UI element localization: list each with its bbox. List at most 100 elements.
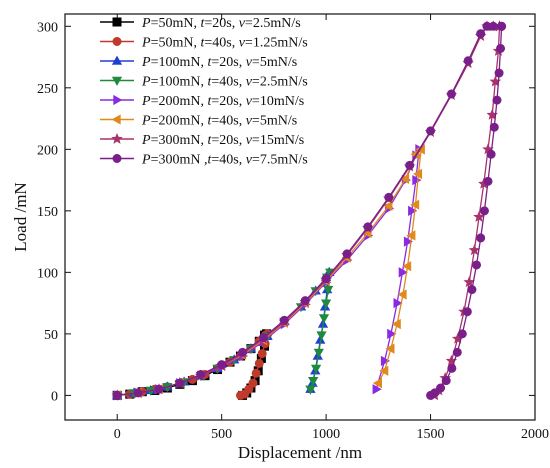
data-point: [479, 206, 489, 216]
data-point: [321, 274, 331, 284]
legend-label-part: =20s,: [211, 94, 245, 109]
loading-curve: [117, 333, 268, 397]
data-point: [472, 260, 482, 270]
legend-label-part: t: [207, 114, 212, 129]
data-point: [307, 376, 319, 387]
legend-item: P=300mN, t=20s, v=15mN/s: [100, 133, 304, 148]
unloading-curve: [434, 26, 501, 396]
legend-marker: [111, 114, 121, 125]
data-point: [402, 261, 412, 272]
data-point: [175, 378, 185, 388]
loading-curve: [117, 272, 331, 397]
legend-label-part: =40s,: [211, 114, 245, 129]
legend-label-part: P: [141, 153, 151, 168]
data-point: [342, 249, 352, 259]
legend: P=50mN, t=20s, v=2.5mN/sP=50mN, t=40s, v…: [100, 16, 308, 168]
legend-item: P=100mN, t=20s, v=5mN/s: [100, 55, 297, 70]
x-tick-label: 0: [114, 427, 121, 442]
legend-label: P=100mN, t=40s, v=2.5mN/s: [141, 75, 308, 90]
legend-label-part: =50mN,: [151, 16, 201, 31]
data-point: [258, 333, 268, 343]
legend-label-part: v: [246, 75, 253, 90]
legend-marker: [112, 36, 122, 46]
data-point: [447, 363, 457, 373]
y-tick-label: 150: [37, 205, 58, 220]
legend-marker: [111, 133, 123, 144]
legend-label-part: =1.25mN/s: [245, 36, 308, 51]
series-6: [111, 144, 425, 401]
legend-item: P=50mN, t=40s, v=1.25mN/s: [100, 36, 308, 51]
data-point: [154, 384, 164, 394]
data-point: [400, 173, 410, 185]
data-point: [133, 388, 143, 398]
data-point: [486, 149, 496, 159]
legend-item: P=50mN, t=20s, v=2.5mN/s: [100, 16, 301, 31]
data-point: [410, 199, 420, 210]
legend-label-part: =10mN/s: [252, 94, 304, 109]
legend-label-part: v: [246, 55, 253, 70]
x-tick-label: 1000: [312, 427, 340, 442]
legend-label-part: v: [246, 114, 253, 129]
legend-label-part: t: [200, 36, 205, 51]
y-tick-label: 50: [44, 328, 58, 343]
legend-label: P=300mN ,t=40s, v=7.5mN/s: [141, 153, 308, 168]
legend-label-part: v: [239, 36, 246, 51]
data-point: [257, 349, 267, 359]
legend-label-part: P: [141, 75, 151, 90]
data-point: [112, 390, 122, 400]
series-layer: [111, 20, 507, 401]
y-tick-label: 300: [37, 20, 58, 35]
legend-label-part: t: [207, 153, 212, 168]
data-point: [452, 347, 462, 357]
data-point: [305, 385, 316, 395]
data-point: [383, 200, 393, 212]
legend-label-part: P: [141, 36, 151, 51]
data-point: [196, 369, 206, 379]
data-point: [235, 390, 245, 400]
legend-label: P=300mN, t=20s, v=15mN/s: [141, 133, 304, 148]
legend-label: P=50mN, t=20s, v=2.5mN/s: [141, 16, 301, 31]
legend-label-part: =100mN,: [151, 75, 208, 90]
legend-label-part: t: [207, 133, 212, 148]
data-point: [248, 378, 258, 388]
data-point: [391, 318, 401, 330]
data-point: [446, 89, 456, 99]
x-tick-label: 500: [211, 427, 232, 442]
data-point: [488, 21, 498, 31]
data-point: [489, 122, 499, 132]
data-point: [426, 390, 436, 400]
series-8: [112, 21, 507, 400]
data-point: [372, 377, 383, 389]
legend-label-part: =200mN,: [151, 94, 208, 109]
x-tick-label: 2000: [521, 427, 549, 442]
legend-label-part: =200mN,: [151, 114, 208, 129]
legend-label-part: =300mN ,: [151, 153, 208, 168]
legend-label-part: =40s,: [211, 75, 245, 90]
data-point: [462, 307, 472, 317]
data-point: [254, 358, 264, 368]
y-tick-label: 100: [37, 266, 58, 281]
plot-frame: [64, 13, 536, 421]
data-point: [483, 176, 493, 186]
data-point: [497, 21, 507, 31]
legend-label-part: P: [141, 133, 151, 148]
data-point: [363, 222, 373, 232]
legend-label-part: t: [207, 75, 212, 90]
legend-label-part: =20s,: [204, 16, 238, 31]
data-point: [313, 348, 324, 358]
series-4: [112, 268, 336, 401]
data-point: [380, 355, 391, 367]
unloading-curve: [430, 26, 503, 396]
legend-label-part: v: [246, 133, 253, 148]
data-point: [385, 343, 395, 354]
loading-curve: [117, 148, 422, 397]
unloading-curve: [377, 149, 422, 384]
legend-item: P=200mN, t=40s, v=5mN/s: [100, 114, 297, 129]
legend-label-part: =2.5mN/s: [245, 16, 301, 31]
legend-label-part: =5mN/s: [252, 55, 297, 70]
series-3: [112, 266, 335, 400]
data-point: [496, 43, 506, 53]
data-point: [457, 329, 467, 339]
loading-curve: [117, 272, 330, 397]
